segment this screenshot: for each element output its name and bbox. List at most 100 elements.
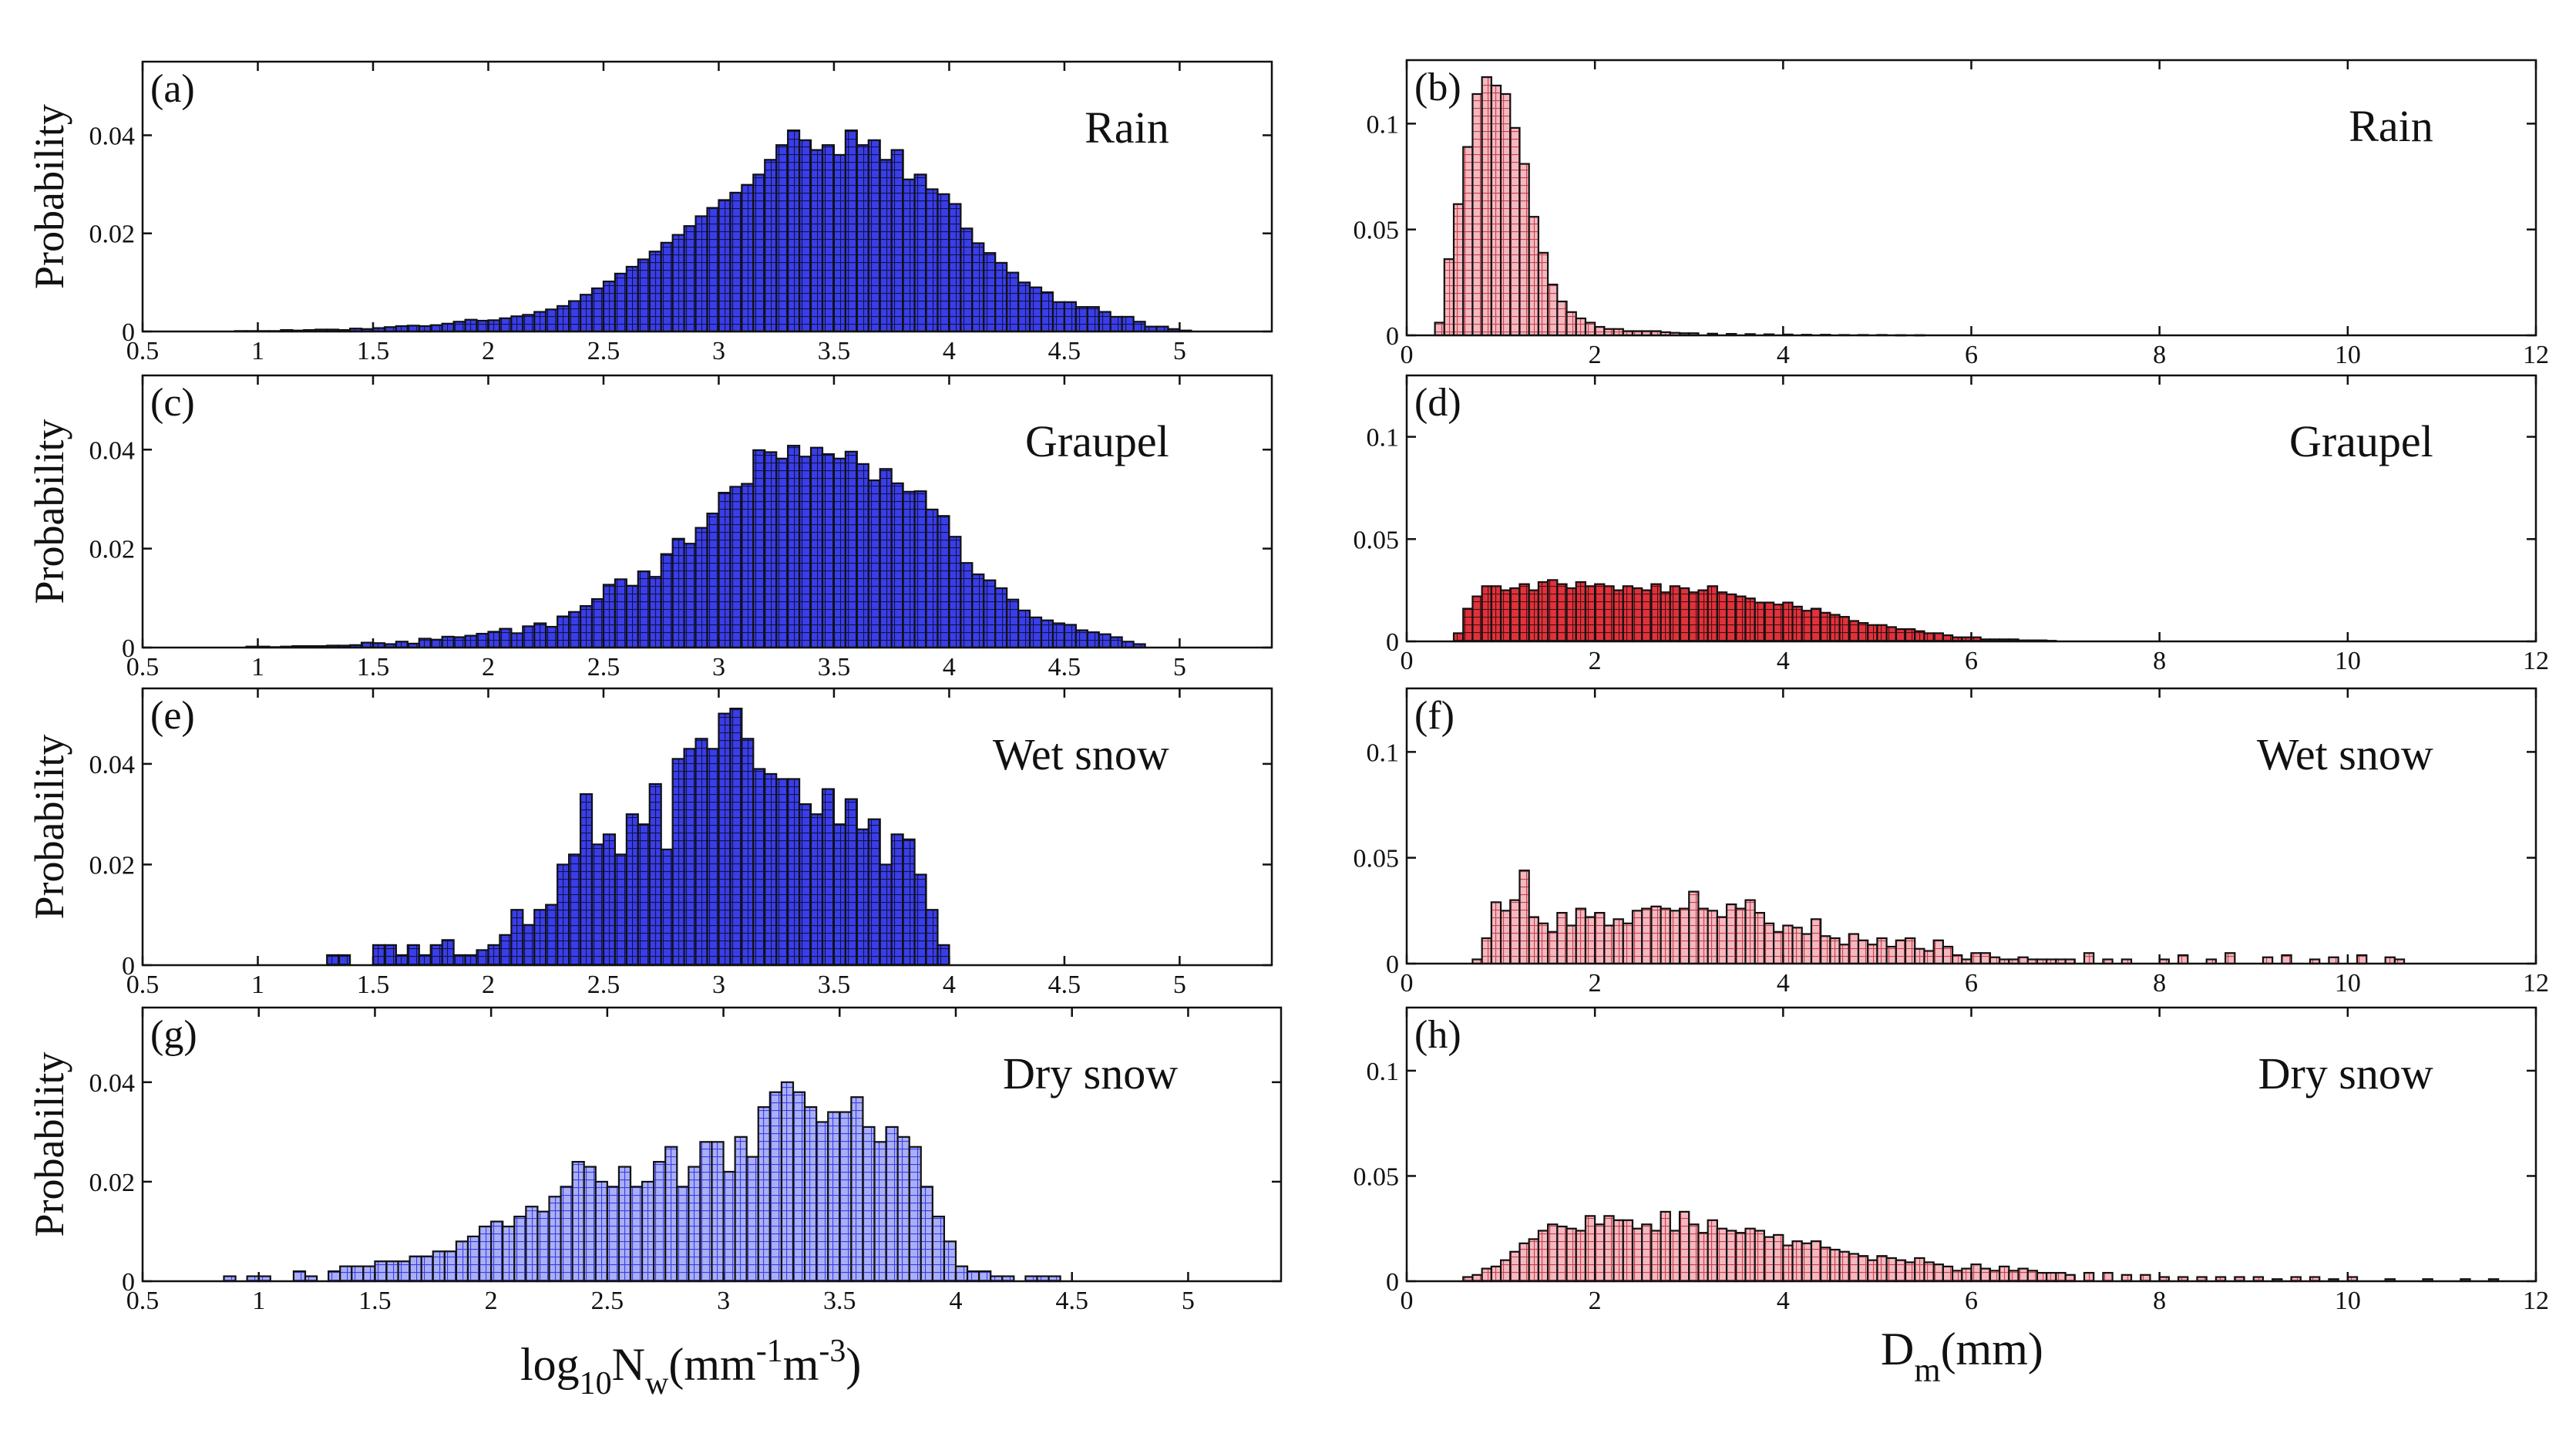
x-tick-label: 1 (251, 971, 264, 999)
histogram-bar (937, 193, 950, 333)
x-tick-label: 5 (1173, 337, 1186, 365)
histogram-bar (1838, 1250, 1850, 1283)
histogram-bar (583, 1166, 597, 1283)
histogram-bar (1017, 609, 1031, 649)
histogram-bar (374, 1260, 388, 1283)
histogram-bar (1669, 585, 1681, 643)
left-xlabel: log10Nw(mm-1m-3) (520, 1334, 861, 1401)
histogram-bar (1490, 1265, 1502, 1283)
histogram-bar (1565, 1227, 1577, 1283)
histogram-bar (1481, 585, 1492, 643)
histogram-bar (1556, 300, 1568, 337)
histogram-bar (706, 512, 720, 649)
x-tick-label: 1 (252, 1287, 265, 1315)
panel-f: 0 2 4 6 8 10 12 0 0.05 0.1 (f) Wet snow (1354, 687, 2549, 998)
x-tick-label: 6 (1965, 647, 1978, 675)
y-tick-label: 0.04 (89, 751, 136, 779)
histogram-bar (937, 515, 950, 649)
x-tick-label: 4 (1777, 341, 1790, 369)
histogram-bar (1999, 1265, 2010, 1283)
histogram-bar (1707, 585, 1718, 643)
histogram-bar (913, 490, 927, 649)
histogram-bar (1537, 251, 1549, 337)
histogram-bar (937, 944, 950, 967)
histogram-bar (625, 584, 639, 649)
histogram-bar (397, 1260, 411, 1283)
y-tick-label: 0.05 (1354, 845, 1400, 873)
y-tick-label: 0.02 (89, 536, 136, 564)
x-tick-label: 6 (1965, 341, 1978, 369)
histogram-bar (925, 188, 939, 333)
histogram-bar (1678, 1210, 1690, 1283)
histogram-bar (1895, 939, 1907, 965)
histogram-bar (625, 265, 639, 333)
histogram-bar (1641, 907, 1653, 965)
histogram-bar (1028, 616, 1043, 649)
histogram-bar (629, 1186, 644, 1283)
histogram-bar (1481, 76, 1492, 337)
x-tick-label: 8 (2153, 647, 2166, 675)
histogram-bar (478, 1225, 493, 1283)
histogram-bar (1942, 1265, 1954, 1283)
histogram-bar (683, 543, 697, 649)
histogram-bar (994, 587, 1008, 649)
histogram-bar (821, 788, 836, 967)
x-tick-label: 8 (2153, 1287, 2166, 1315)
x-tick-label: 5 (1173, 971, 1186, 999)
histogram-bar (676, 1186, 690, 1283)
x-tick-label: 2.5 (591, 1287, 624, 1315)
histogram-bar (1735, 907, 1747, 965)
histogram-bar (1518, 163, 1530, 337)
histogram-bar (925, 508, 939, 649)
histogram-bar (487, 944, 501, 967)
histogram-bar (1613, 1219, 1624, 1283)
y-axis-label: Probability (26, 104, 72, 289)
histogram-bar (1462, 146, 1474, 337)
histogram-bar (590, 598, 605, 649)
histogram-bar (1895, 628, 1907, 643)
histogram-bar (879, 863, 893, 967)
histogram-bar (729, 708, 743, 967)
histogram-bar (764, 159, 778, 333)
x-tick-label: 2.5 (587, 653, 620, 681)
histogram-bar (752, 768, 766, 967)
histogram-bar (752, 173, 766, 333)
histogram-bar (1876, 937, 1888, 965)
x-tick-label: 2 (482, 971, 495, 999)
histogram-bar (1518, 1242, 1530, 1283)
histogram-bar (867, 139, 881, 333)
histogram-bar (1763, 1236, 1775, 1283)
histogram-bar (1707, 1219, 1718, 1283)
x-tick-label: 6 (1965, 1287, 1978, 1315)
x-tick-label: 1.5 (357, 337, 390, 365)
histogram-bar (1584, 916, 1596, 965)
x-tick-label: 0 (1401, 341, 1414, 369)
histogram-bar (476, 949, 489, 967)
histogram-bar (1867, 1259, 1878, 1283)
y-axis-label: Probability (26, 419, 72, 604)
histogram-bar (706, 748, 720, 967)
panel-letter: (e) (150, 694, 195, 738)
x-tick-label: 10 (2335, 1287, 2361, 1315)
histogram-bar (1801, 610, 1813, 643)
histogram-bar (1547, 579, 1559, 643)
histogram-bar (1716, 916, 1728, 965)
histogram-bar (1537, 922, 1549, 965)
x-tick-label: 0 (1401, 647, 1414, 675)
histogram-bar (362, 1265, 376, 1283)
histogram-bar (602, 280, 617, 333)
histogram-bar (637, 570, 651, 649)
histogram-bar (1098, 311, 1111, 333)
x-tick-label: 4.5 (1048, 337, 1081, 365)
y-tick-label: 0.05 (1354, 526, 1400, 554)
histogram-bar (614, 578, 627, 649)
histogram-bar (1914, 947, 1925, 965)
histogram-bar (1876, 624, 1888, 643)
panel-letter: (b) (1414, 66, 1461, 109)
histogram-bar (1575, 317, 1587, 337)
x-tick-label: 3.5 (818, 971, 851, 999)
histogram-bar (1697, 907, 1709, 965)
x-tick-label: 12 (2523, 341, 2549, 369)
histogram-bar (1848, 1253, 1860, 1283)
